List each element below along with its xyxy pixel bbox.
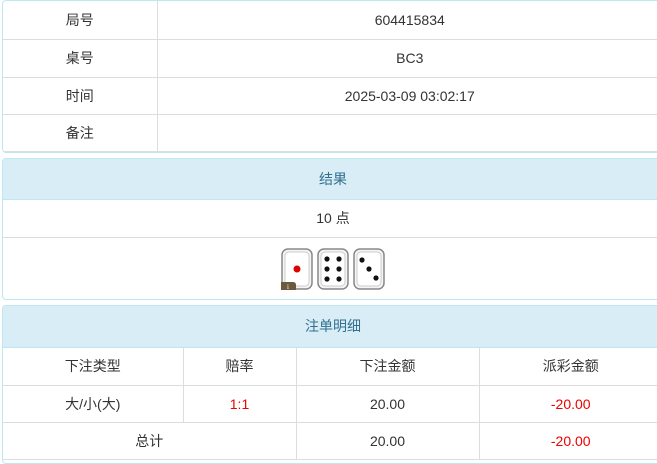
info-panel: 局号 604415834 桌号 BC3 时间 2025-03-09 03:02:17 … [2,0,657,153]
round-number: 604415834 [156,1,657,40]
info-row-table: 桌号 BC3 [3,38,657,78]
die-pip [324,255,330,262]
die-pip [336,265,342,272]
note-value [156,113,657,152]
result-points: 10 点 [3,200,657,238]
die-pip [359,256,365,263]
die-pip [324,275,330,282]
bet-details-panel: 注单明细 下注类型 赔率 下注金额 派彩金额 大/小(大) 1:1 20.00 … [2,305,657,464]
die-pip [336,255,342,262]
payout-amount: -20.00 [478,384,657,423]
total-payout: -20.00 [478,421,657,460]
die-pip [373,274,379,281]
dice-row: i [3,238,657,299]
odds: 1:1 [182,384,297,423]
label: 桌号 [3,38,158,78]
bet-details-title: 注单明细 [3,306,657,348]
die-pip [336,275,342,282]
label: 备注 [3,113,158,152]
label: 时间 [3,76,158,115]
total-amount: 20.00 [295,421,480,460]
bet-header-row: 下注类型 赔率 下注金额 派彩金额 [3,348,657,386]
die-face-6 [317,247,349,290]
bet-amount: 20.00 [295,384,480,423]
die-pip [324,265,330,272]
table-number: BC3 [156,38,657,78]
info-row-round: 局号 604415834 [3,1,657,40]
bet-row: 大/小(大) 1:1 20.00 -20.00 [3,384,657,423]
info-badge [281,281,296,290]
result-title: 结果 [3,159,657,200]
die-pip [293,265,301,272]
column-header: 赔率 [182,348,297,386]
total-label: 总计 [3,421,297,460]
column-header: 派彩金额 [478,348,657,386]
die-face-3 [353,247,385,290]
result-panel: 结果 10 点 i [2,158,657,300]
svg-text:i: i [287,283,289,290]
total-row: 总计 20.00 -20.00 [3,421,657,460]
die-pip [366,265,372,272]
info-row-note: 备注 [3,113,657,152]
bet-type: 大/小(大) [3,384,184,423]
time-value: 2025-03-09 03:02:17 [156,76,657,115]
die-face-1: i [281,247,313,290]
column-header: 下注类型 [3,348,184,386]
column-header: 下注金额 [295,348,480,386]
info-row-time: 时间 2025-03-09 03:02:17 [3,76,657,115]
label: 局号 [3,1,158,40]
